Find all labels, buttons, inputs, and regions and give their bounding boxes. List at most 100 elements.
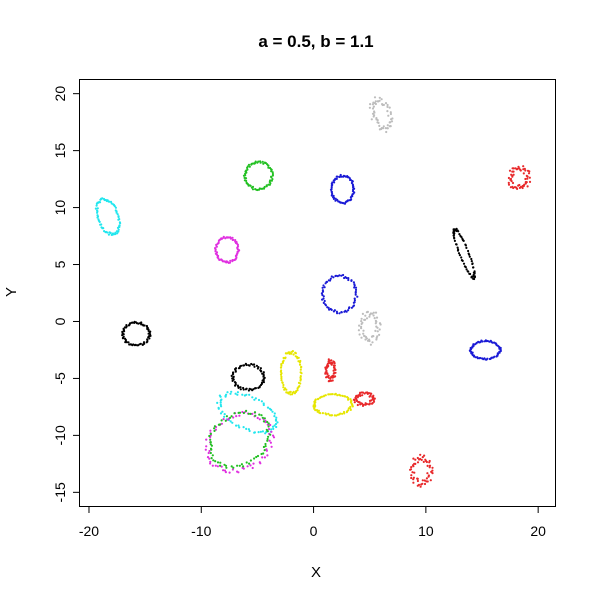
data-point [517, 165, 520, 168]
data-point [422, 460, 425, 463]
data-point [262, 420, 265, 423]
data-point [431, 466, 434, 469]
data-point [230, 415, 233, 418]
data-point [334, 197, 337, 200]
data-point [270, 175, 273, 178]
data-point [353, 398, 356, 402]
data-point [341, 412, 344, 415]
data-point [347, 278, 350, 282]
data-point [324, 372, 327, 375]
data-point [316, 398, 320, 401]
data-point [324, 304, 328, 307]
data-point [274, 418, 278, 421]
point-cluster-green [242, 160, 274, 192]
data-point [245, 387, 248, 390]
y-tick-label: -15 [52, 482, 68, 502]
data-point [528, 180, 532, 183]
data-point [209, 429, 212, 432]
data-point [412, 481, 415, 484]
data-point [378, 322, 382, 325]
data-point [329, 188, 333, 191]
data-point [358, 324, 361, 327]
data-point [523, 183, 526, 186]
data-point [336, 394, 339, 397]
data-point [360, 391, 363, 394]
data-point [464, 243, 467, 246]
point-cluster-gray [368, 96, 394, 134]
data-point [376, 100, 379, 103]
data-point [244, 177, 248, 180]
data-point [332, 369, 335, 372]
data-point [253, 431, 256, 434]
data-point [263, 376, 266, 379]
data-point [271, 172, 274, 176]
data-point [322, 284, 325, 287]
data-point [267, 166, 270, 169]
data-point [412, 478, 415, 481]
data-point [251, 188, 255, 191]
data-point [362, 332, 365, 335]
data-point [219, 399, 222, 402]
data-point [208, 449, 211, 453]
data-point [483, 340, 486, 343]
data-point [365, 337, 368, 340]
data-point [268, 439, 271, 442]
data-point [224, 419, 227, 422]
data-point [507, 183, 511, 186]
data-point [280, 379, 283, 382]
data-point [321, 286, 324, 289]
data-point [360, 322, 363, 326]
data-point [239, 386, 242, 389]
data-point [290, 352, 293, 355]
data-point [228, 471, 231, 474]
data-point [242, 411, 245, 415]
data-point [266, 439, 269, 442]
data-point [323, 286, 326, 289]
data-point [116, 232, 119, 235]
data-point [369, 392, 372, 395]
data-point [275, 425, 278, 429]
data-point [322, 395, 325, 398]
data-point [270, 445, 273, 448]
data-point [347, 309, 350, 312]
data-point [511, 175, 514, 178]
data-point [353, 283, 356, 286]
data-point [425, 477, 428, 480]
data-point [384, 102, 388, 105]
data-point [96, 211, 99, 214]
data-point [507, 181, 510, 184]
data-point [260, 414, 263, 417]
data-point [419, 453, 422, 456]
data-point [231, 259, 234, 262]
data-point [373, 317, 376, 320]
data-point [349, 405, 352, 408]
data-point [266, 420, 269, 424]
data-point [98, 220, 101, 223]
data-point [327, 279, 330, 282]
data-point [378, 124, 381, 127]
data-point [371, 341, 374, 344]
data-point [330, 308, 333, 311]
data-point [236, 245, 240, 248]
data-point [389, 121, 392, 124]
data-point [452, 231, 455, 234]
data-point [273, 415, 276, 418]
data-point [386, 127, 389, 130]
scatter-points [94, 96, 532, 488]
data-point [343, 276, 346, 280]
data-point [473, 270, 476, 273]
data-point [342, 175, 345, 178]
data-point [242, 467, 245, 470]
data-point [300, 372, 303, 375]
data-point [461, 237, 464, 240]
data-point [296, 389, 299, 392]
data-point [361, 402, 364, 405]
data-point [222, 418, 225, 421]
data-point [486, 357, 489, 360]
data-point [238, 249, 241, 252]
data-point [267, 422, 270, 425]
data-point [245, 427, 248, 430]
data-point [519, 185, 523, 188]
data-point [210, 448, 213, 451]
data-point [525, 174, 528, 177]
